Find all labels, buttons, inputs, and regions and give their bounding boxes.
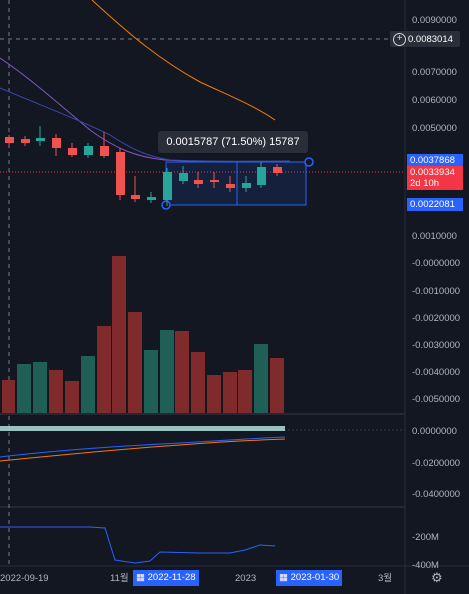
price-axis-label: -0.0020000 [412,313,461,324]
candle [84,146,93,155]
time-range-start: 2022-11-28 [147,572,196,583]
volume-bar [254,344,268,413]
candle [194,180,203,184]
volume-bar [175,331,189,413]
time-range-end: 2023-01-30 [290,572,340,583]
price-axis-label: -0.0050000 [412,394,461,405]
price-axis-label: -0.0000000 [412,258,461,269]
volume-bars [2,256,284,413]
plus-circle-icon[interactable]: + [393,33,406,46]
price-axis-label: 0.0070000 [412,67,457,78]
candle [210,180,219,182]
crosshair-price-tag[interactable]: + 0.0083014 [390,31,460,47]
candle [226,184,235,188]
price-axis-label: -0.0040000 [412,367,461,378]
macd-line [0,436,286,458]
upper-range-tag: 0.0037868 [407,154,463,167]
volume-bar [112,256,126,413]
bar-countdown: 2d 10h [410,178,440,189]
price-axis-label: -0.0010000 [412,286,461,297]
time-range-end-tag: ▦ 2023-01-30 [276,570,343,586]
volume-bar [81,356,95,413]
candle [68,148,77,155]
calendar-icon: ▦ [136,572,145,583]
volume-bar [238,370,252,413]
candles [5,126,282,206]
candle [100,146,109,156]
candle [273,167,282,173]
volume-bar [33,362,47,413]
measure-end-handle[interactable] [304,157,314,167]
oscillator-histogram [0,426,285,431]
price-axis-label: -0.0030000 [412,340,461,351]
volume-bar [160,330,174,413]
volume-bar [223,372,237,413]
volume-bar [144,350,158,413]
volume-bar [2,380,15,413]
crosshair-price: 0.0083014 [408,34,453,45]
volume-bar [270,358,284,413]
ma-orange-line [91,0,276,121]
calendar-icon: ▦ [279,572,288,583]
oscillator-axis-label: 0.0000000 [412,426,457,437]
current-price-tag: 0.0033934 2d 10h [407,166,463,190]
price-axis-label: 0.0050000 [412,123,457,134]
current-price: 0.0033934 [410,167,455,178]
candle [36,138,45,141]
lower-range-tag: 0.0022081 [407,198,463,211]
volume-bar [65,381,79,413]
measure-tooltip: 0.0015787 (71.50%) 15787 [158,131,308,153]
candle [179,173,188,181]
candle [131,195,140,199]
obv-line [0,526,276,564]
volume-axis-label: -400M [412,560,439,571]
candle [242,183,251,188]
candle [116,152,125,195]
price-axis-label: 0.0010000 [412,231,457,242]
candle [147,197,156,200]
candle [257,167,266,185]
candle [163,172,172,200]
time-axis-label: 2022-09-19 [0,573,49,584]
time-axis-label: 3월 [378,573,393,584]
gear-icon[interactable]: ⚙ [431,570,443,585]
volume-bar [128,312,142,413]
candle [21,139,30,143]
measure-start-handle[interactable] [161,200,171,210]
time-axis-label: 11월 [110,573,129,584]
candle [5,137,14,143]
price-axis-label: 0.0060000 [412,95,457,106]
signal-line [0,438,286,462]
time-range-start-tag: ▦ 2022-11-28 [133,570,199,586]
measure-range-box[interactable] [165,161,307,206]
volume-bar [17,364,31,413]
volume-axis-label: -200M [412,532,439,543]
volume-bar [191,352,205,413]
oscillator-axis-label: -0.0200000 [412,458,461,469]
ma-blue-line [0,87,291,162]
time-axis-label: 2023 [235,573,257,584]
volume-bar [207,375,221,413]
oscillator-axis-label: -0.0400000 [412,489,461,500]
volume-bar [49,370,63,413]
volume-bar [97,326,111,413]
candle [52,138,61,148]
price-axis-label: 0.0090000 [412,15,457,26]
